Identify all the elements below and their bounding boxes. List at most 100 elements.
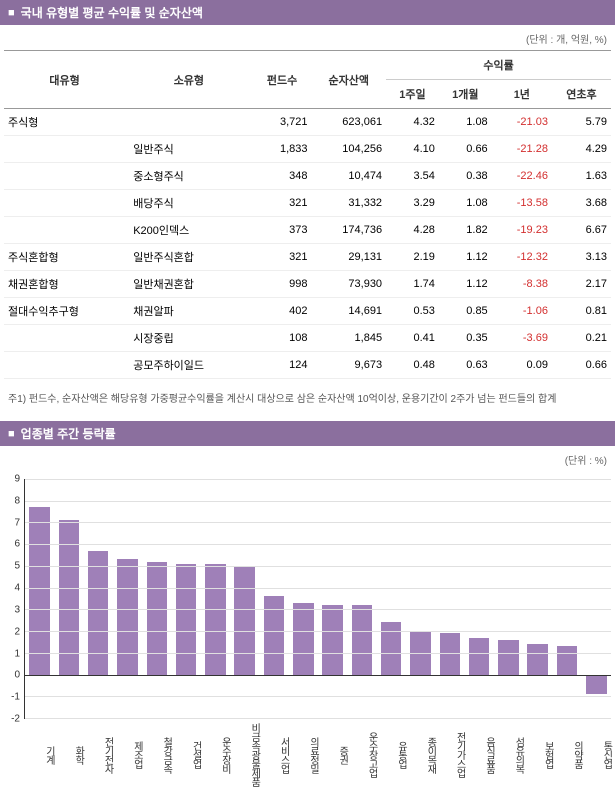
cell-w1: 4.10 bbox=[386, 136, 439, 163]
th-nav: 순자산액 bbox=[312, 51, 387, 109]
grid-line bbox=[25, 566, 611, 567]
bar bbox=[176, 564, 197, 675]
bar bbox=[322, 605, 343, 675]
bar-slot bbox=[201, 479, 230, 718]
x-label: 화학 bbox=[53, 719, 82, 786]
bar bbox=[527, 644, 548, 674]
bar-slot bbox=[552, 479, 581, 718]
bar bbox=[234, 566, 255, 675]
grid-line bbox=[25, 696, 611, 697]
cell-funds: 402 bbox=[253, 298, 312, 325]
bar bbox=[352, 605, 373, 675]
x-label: 증권 bbox=[317, 719, 346, 786]
cell-y1: -1.06 bbox=[492, 298, 552, 325]
grid-line bbox=[25, 675, 611, 676]
cell-cat2 bbox=[125, 109, 252, 136]
cell-cat2: 공모주하이일드 bbox=[125, 352, 252, 379]
grid-line bbox=[25, 544, 611, 545]
cell-funds: 1,833 bbox=[253, 136, 312, 163]
cell-y1: -8.38 bbox=[492, 271, 552, 298]
table-row: 주식형3,721623,0614.321.08-21.035.79 bbox=[4, 109, 611, 136]
cell-cat1: 주식혼합형 bbox=[4, 244, 125, 271]
x-label: 의약품 bbox=[552, 719, 581, 786]
grid-line bbox=[25, 653, 611, 654]
cell-nav: 1,845 bbox=[312, 325, 387, 352]
bar bbox=[498, 640, 519, 675]
bar-slot bbox=[347, 479, 376, 718]
bar-slot bbox=[318, 479, 347, 718]
chart-bars bbox=[25, 479, 611, 718]
y-tick: 2 bbox=[14, 626, 20, 637]
cell-cat1 bbox=[4, 190, 125, 217]
cell-cat2: 일반채권혼합 bbox=[125, 271, 252, 298]
x-label: 비금속광물제품 bbox=[229, 719, 258, 786]
cell-funds: 124 bbox=[253, 352, 312, 379]
cell-nav: 31,332 bbox=[312, 190, 387, 217]
cell-ytd: 3.68 bbox=[552, 190, 611, 217]
cell-cat1 bbox=[4, 217, 125, 244]
y-tick: -1 bbox=[11, 692, 20, 703]
cell-cat2: 중소형주식 bbox=[125, 163, 252, 190]
x-label: 보험업 bbox=[523, 719, 552, 786]
x-label: 전기가스업 bbox=[435, 719, 464, 786]
th-m1: 1개월 bbox=[439, 80, 492, 109]
cell-m1: 0.66 bbox=[439, 136, 492, 163]
grid-line bbox=[25, 718, 611, 719]
cell-m1: 1.12 bbox=[439, 271, 492, 298]
cell-funds: 998 bbox=[253, 271, 312, 298]
cell-ytd: 0.21 bbox=[552, 325, 611, 352]
x-label: 종이목재 bbox=[405, 719, 434, 786]
cell-m1: 0.85 bbox=[439, 298, 492, 325]
cell-w1: 3.29 bbox=[386, 190, 439, 217]
section1-footnote: 주1) 펀드수, 순자산액은 해당유형 가중평균수익률을 계산시 대상으로 삼은… bbox=[0, 387, 615, 421]
table-row: 주식혼합형일반주식혼합32129,1312.191.12-12.323.13 bbox=[4, 244, 611, 271]
cell-m1: 1.12 bbox=[439, 244, 492, 271]
chart-wrap: -2-10123456789 기계화학전기전자제조업철강금속건설업운수장비비금속… bbox=[0, 471, 615, 798]
bar bbox=[29, 507, 50, 674]
bar-slot bbox=[171, 479, 200, 718]
section2-header: 업종별 주간 등락률 bbox=[0, 421, 615, 446]
cell-y1: -22.46 bbox=[492, 163, 552, 190]
th-cat2: 소유형 bbox=[125, 51, 252, 109]
section1-title: 국내 유형별 평균 수익률 및 순자산액 bbox=[21, 4, 203, 21]
th-w1: 1주일 bbox=[386, 80, 439, 109]
cell-funds: 321 bbox=[253, 244, 312, 271]
table-row: 채권혼합형일반채권혼합99873,9301.741.12-8.382.17 bbox=[4, 271, 611, 298]
cell-cat2: 배당주식 bbox=[125, 190, 252, 217]
y-tick: 8 bbox=[14, 495, 20, 506]
th-ytd: 연초후 bbox=[552, 80, 611, 109]
bar bbox=[205, 564, 226, 675]
x-label: 서비스업 bbox=[259, 719, 288, 786]
cell-m1: 1.82 bbox=[439, 217, 492, 244]
y-tick: 7 bbox=[14, 517, 20, 528]
th-cat1: 대유형 bbox=[4, 51, 125, 109]
x-label: 제조업 bbox=[112, 719, 141, 786]
cell-ytd: 6.67 bbox=[552, 217, 611, 244]
bar bbox=[117, 559, 138, 674]
x-label: 통신업 bbox=[582, 719, 611, 786]
cell-w1: 0.41 bbox=[386, 325, 439, 352]
cell-m1: 1.08 bbox=[439, 190, 492, 217]
cell-ytd: 4.29 bbox=[552, 136, 611, 163]
chart-plot bbox=[24, 479, 611, 719]
y-tick: 5 bbox=[14, 561, 20, 572]
x-label: 건설업 bbox=[171, 719, 200, 786]
cell-y1: -12.32 bbox=[492, 244, 552, 271]
cell-nav: 174,736 bbox=[312, 217, 387, 244]
cell-ytd: 2.17 bbox=[552, 271, 611, 298]
x-label: 기계 bbox=[24, 719, 53, 786]
grid-line bbox=[25, 522, 611, 523]
cell-nav: 73,930 bbox=[312, 271, 387, 298]
x-label: 음식료품 bbox=[464, 719, 493, 786]
bar-slot bbox=[54, 479, 83, 718]
cell-nav: 10,474 bbox=[312, 163, 387, 190]
cell-y1: -13.58 bbox=[492, 190, 552, 217]
th-y1: 1년 bbox=[492, 80, 552, 109]
cell-funds: 108 bbox=[253, 325, 312, 352]
cell-m1: 0.35 bbox=[439, 325, 492, 352]
cell-nav: 14,691 bbox=[312, 298, 387, 325]
bar-slot bbox=[435, 479, 464, 718]
section2-unit: (단위 : %) bbox=[0, 446, 615, 471]
cell-funds: 348 bbox=[253, 163, 312, 190]
y-tick: 6 bbox=[14, 539, 20, 550]
